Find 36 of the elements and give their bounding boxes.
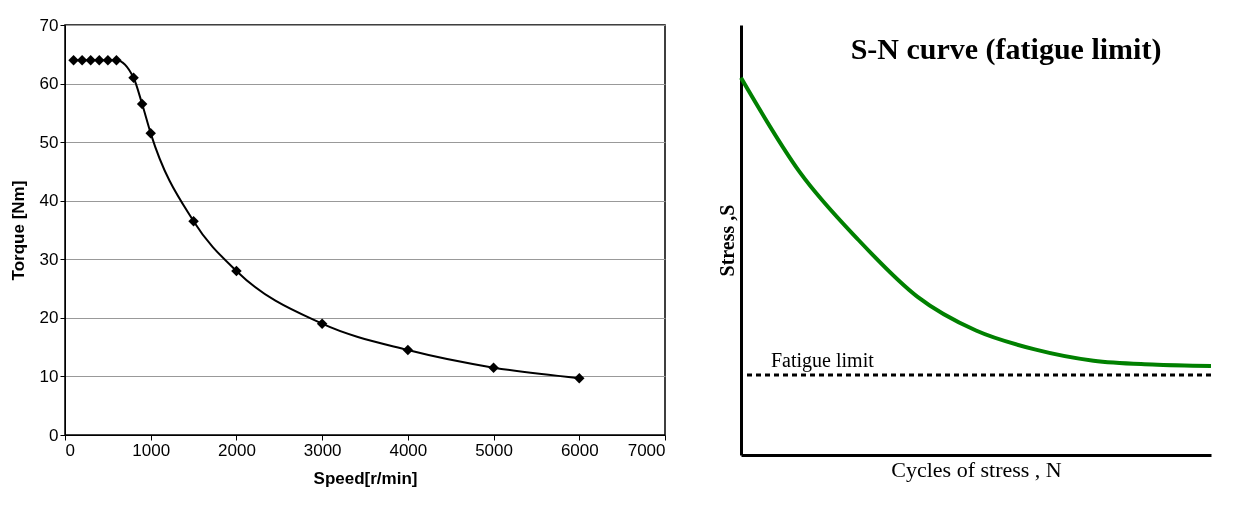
x-tick-label: 7000 — [627, 440, 666, 460]
point — [136, 98, 148, 110]
x-tick-label: 5000 — [475, 440, 513, 460]
x-tick-label: 0 — [65, 440, 75, 460]
y-tick-label: 0 — [49, 425, 59, 445]
x-tick-label: 2000 — [218, 440, 256, 460]
point — [316, 318, 328, 329]
x-tick-label: 3000 — [303, 440, 342, 460]
x-tick-label: 4000 — [389, 440, 428, 460]
point — [76, 54, 88, 66]
point — [402, 344, 414, 356]
y-tick-label: 30 — [39, 249, 59, 269]
y-tick-label: 20 — [39, 308, 59, 328]
x-axis-title: Cycles of stress , N — [891, 456, 1062, 482]
point — [111, 54, 122, 66]
point — [231, 265, 242, 277]
point — [574, 372, 585, 384]
chart-title: S-N curve (fatigue limit) — [850, 32, 1162, 66]
x-tick-label: 6000 — [560, 440, 599, 460]
y-tick-label: 50 — [39, 132, 59, 152]
point — [85, 54, 96, 66]
y-tick-label: 10 — [39, 366, 59, 386]
y-axis-title: Stress ,S — [715, 204, 738, 277]
x-tick-label: 1000 — [132, 440, 171, 460]
y-tick-label: 60 — [39, 74, 59, 94]
y-axis-title: Torque [Nm] — [8, 180, 28, 281]
point — [188, 215, 199, 227]
point — [145, 128, 156, 139]
x-axis-title: Speed[r/min] — [313, 468, 418, 488]
y-tick-label: 40 — [39, 191, 59, 211]
y-tick-label: 70 — [39, 15, 59, 35]
ref-line-label: Fatigue limit — [771, 349, 875, 373]
point — [102, 54, 114, 66]
point — [488, 362, 499, 373]
point — [128, 72, 139, 83]
point — [94, 54, 105, 66]
